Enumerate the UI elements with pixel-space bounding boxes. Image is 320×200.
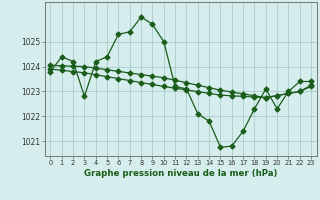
X-axis label: Graphe pression niveau de la mer (hPa): Graphe pression niveau de la mer (hPa) bbox=[84, 169, 277, 178]
